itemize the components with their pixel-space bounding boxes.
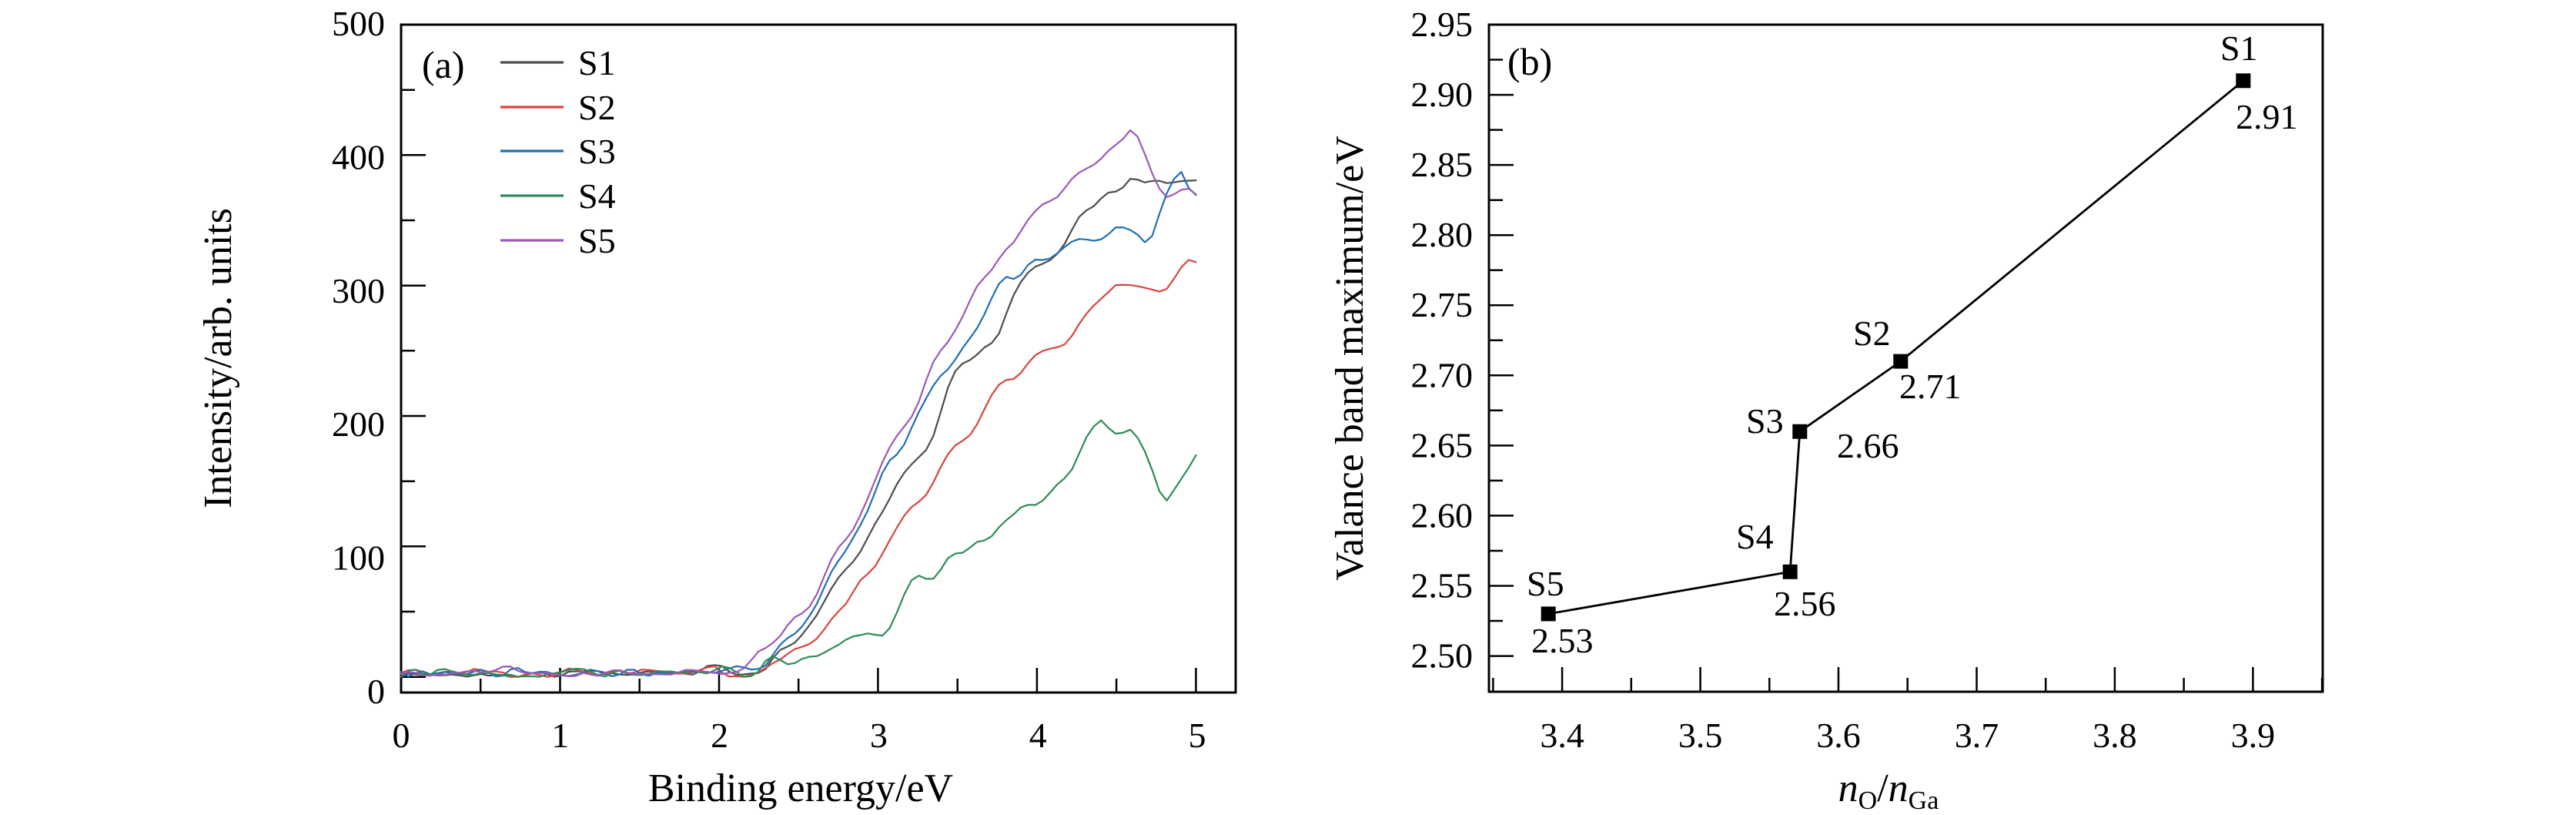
svg-text:2.56: 2.56 xyxy=(1774,584,1836,623)
svg-text:3: 3 xyxy=(870,716,888,755)
svg-text:(b): (b) xyxy=(1507,40,1552,83)
svg-text:2.95: 2.95 xyxy=(1411,5,1474,44)
svg-text:2.66: 2.66 xyxy=(1837,426,1899,465)
svg-text:2: 2 xyxy=(711,716,728,755)
svg-text:Valance band maximum/eV: Valance band maximum/eV xyxy=(1328,136,1372,581)
svg-text:2.50: 2.50 xyxy=(1411,636,1474,676)
svg-text:2.80: 2.80 xyxy=(1411,215,1474,254)
svg-text:Binding energy/eV: Binding energy/eV xyxy=(648,766,953,810)
svg-text:200: 200 xyxy=(332,404,385,444)
svg-text:400: 400 xyxy=(332,137,385,176)
svg-text:3.9: 3.9 xyxy=(2231,716,2276,755)
svg-text:3.7: 3.7 xyxy=(1955,716,1999,755)
svg-text:S5: S5 xyxy=(578,221,616,260)
svg-text:2.60: 2.60 xyxy=(1411,495,1474,535)
svg-text:3.4: 3.4 xyxy=(1540,716,1584,755)
svg-text:0: 0 xyxy=(393,716,410,755)
svg-text:2.70: 2.70 xyxy=(1411,355,1474,394)
svg-text:S3: S3 xyxy=(578,132,616,171)
svg-text:100: 100 xyxy=(332,538,385,578)
svg-text:S3: S3 xyxy=(1746,401,1784,441)
svg-text:S1: S1 xyxy=(2220,29,2258,68)
svg-text:S2: S2 xyxy=(1853,314,1891,353)
svg-text:5: 5 xyxy=(1189,716,1206,755)
svg-text:2.71: 2.71 xyxy=(1899,367,1962,406)
svg-text:S4: S4 xyxy=(578,176,616,216)
svg-text:500: 500 xyxy=(332,4,385,43)
svg-text:3.5: 3.5 xyxy=(1678,716,1723,755)
svg-text:S4: S4 xyxy=(1736,517,1774,556)
svg-text:Intensity/arb. units: Intensity/arb. units xyxy=(196,208,240,508)
svg-text:2.55: 2.55 xyxy=(1411,566,1474,605)
svg-text:2.85: 2.85 xyxy=(1411,145,1474,184)
svg-text:3.8: 3.8 xyxy=(2093,716,2137,755)
svg-text:3.6: 3.6 xyxy=(1816,716,1861,755)
svg-text:4: 4 xyxy=(1029,716,1047,755)
svg-text:300: 300 xyxy=(332,271,385,310)
svg-text:2.65: 2.65 xyxy=(1411,425,1474,465)
svg-text:S2: S2 xyxy=(578,88,616,127)
svg-text:1: 1 xyxy=(551,716,569,755)
svg-text:S5: S5 xyxy=(1527,564,1564,603)
svg-text:2.91: 2.91 xyxy=(2236,97,2298,136)
svg-text:2.53: 2.53 xyxy=(1531,621,1594,660)
svg-text:0: 0 xyxy=(367,672,385,711)
svg-text:(a): (a) xyxy=(422,43,465,86)
svg-text:2.75: 2.75 xyxy=(1411,285,1474,324)
svg-text:2.90: 2.90 xyxy=(1411,75,1474,114)
svg-text:S1: S1 xyxy=(578,43,616,82)
